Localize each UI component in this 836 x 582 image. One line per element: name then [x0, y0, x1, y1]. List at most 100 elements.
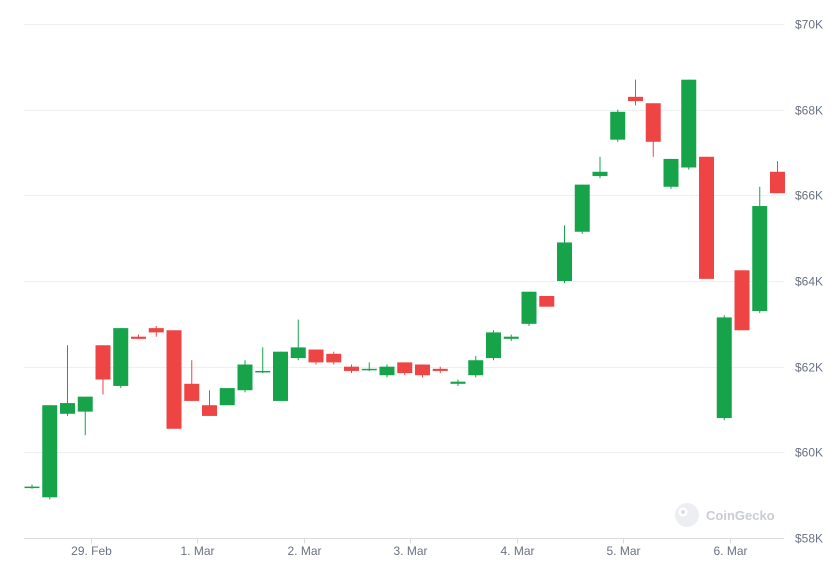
x-tick-label: 5. Mar: [606, 544, 640, 558]
candle-body: [752, 206, 768, 311]
candle-body: [255, 370, 271, 373]
y-tick-label: $70K: [795, 18, 823, 32]
candle-up: [77, 396, 93, 436]
candle-body: [770, 171, 785, 194]
candle-body: [290, 347, 306, 359]
candle-body: [734, 270, 750, 331]
candle-body: [592, 171, 608, 177]
candle-body: [219, 388, 235, 406]
candle-up: [574, 184, 590, 234]
y-axis-labels: $58K $60K $62K $64K $66K $68K $70K: [795, 18, 823, 546]
candle-down: [148, 325, 164, 337]
candle-body: [432, 368, 448, 371]
candle-body: [539, 295, 555, 307]
candle-body: [503, 336, 519, 339]
candle-up: [361, 362, 377, 371]
watermark-label: CoinGecko: [706, 508, 775, 523]
candle-down: [184, 360, 200, 401]
y-tick-label: $64K: [795, 275, 823, 289]
candle-down: [202, 390, 217, 416]
candle-down: [397, 362, 413, 376]
axes: [24, 538, 784, 544]
candle-body: [663, 158, 679, 187]
coingecko-logo-icon: [675, 503, 699, 527]
y-tick-label: $66K: [795, 189, 823, 203]
y-tick-label: $68K: [795, 104, 823, 118]
candle-body: [628, 96, 643, 102]
x-tick-label: 4. Mar: [500, 544, 534, 558]
candle-body: [326, 353, 342, 363]
candle-body: [95, 345, 111, 380]
candle-up: [592, 156, 608, 179]
candle-body: [521, 291, 537, 324]
candle-up: [752, 186, 768, 314]
gridlines: [24, 24, 784, 453]
candle-down: [645, 103, 661, 157]
candle-up: [237, 360, 253, 393]
candle-up: [273, 351, 288, 401]
candle-down: [166, 330, 182, 429]
candle-up: [716, 315, 732, 421]
candle-body: [379, 366, 395, 376]
candle-body: [716, 317, 732, 419]
candle-up: [290, 319, 306, 361]
candle-body: [113, 328, 129, 386]
candle-down: [344, 364, 359, 374]
candle-up: [521, 291, 537, 326]
candle-body: [131, 336, 146, 339]
x-tick-label: 29. Feb: [71, 544, 112, 558]
candle-up: [379, 364, 395, 378]
candle-body: [166, 330, 182, 429]
candle-body: [450, 381, 466, 384]
candle-body: [273, 351, 288, 401]
x-tick-label: 6. Mar: [713, 544, 747, 558]
candle-body: [645, 103, 661, 142]
candle-up: [610, 109, 626, 142]
candle-body: [610, 111, 626, 140]
candle-down: [734, 270, 750, 331]
candle-down: [326, 351, 342, 365]
candle-up: [60, 345, 75, 416]
x-tick-label: 3. Mar: [393, 544, 427, 558]
candle-down: [95, 345, 111, 395]
candle-down: [432, 366, 448, 374]
candle-up: [450, 379, 466, 386]
candle-down: [770, 161, 785, 194]
candle-down: [628, 79, 643, 106]
candle-body: [344, 366, 359, 371]
candle-body: [184, 383, 200, 401]
candle-up: [219, 388, 235, 406]
candle-up: [663, 158, 679, 189]
candle-down: [131, 334, 146, 339]
candle-body: [308, 349, 324, 363]
y-tick-label: $60K: [795, 446, 823, 460]
candle-body: [681, 79, 697, 168]
candle-body: [202, 405, 217, 416]
candle-up: [681, 79, 697, 170]
candle-body: [397, 362, 413, 374]
candle-body: [148, 328, 164, 333]
candle-down: [539, 295, 555, 307]
candle-body: [574, 184, 590, 232]
candle-up: [255, 347, 271, 374]
candle-body: [415, 364, 430, 376]
candle-body: [699, 156, 714, 279]
y-tick-label: $62K: [795, 361, 823, 375]
candle-up: [113, 328, 129, 389]
candle-up: [503, 334, 519, 341]
candle-up: [557, 225, 572, 284]
x-tick-label: 2. Mar: [287, 544, 321, 558]
candle-down: [308, 349, 324, 365]
candle-body: [42, 405, 58, 498]
watermark: CoinGecko: [675, 503, 775, 527]
candle-up: [24, 484, 40, 489]
candle-body: [486, 332, 501, 359]
y-tick-label: $58K: [795, 532, 823, 546]
candle-body: [557, 242, 572, 281]
candle-body: [60, 403, 75, 414]
x-tick-label: 1. Mar: [180, 544, 214, 558]
candle-up: [486, 330, 501, 361]
candle-body: [468, 360, 484, 376]
